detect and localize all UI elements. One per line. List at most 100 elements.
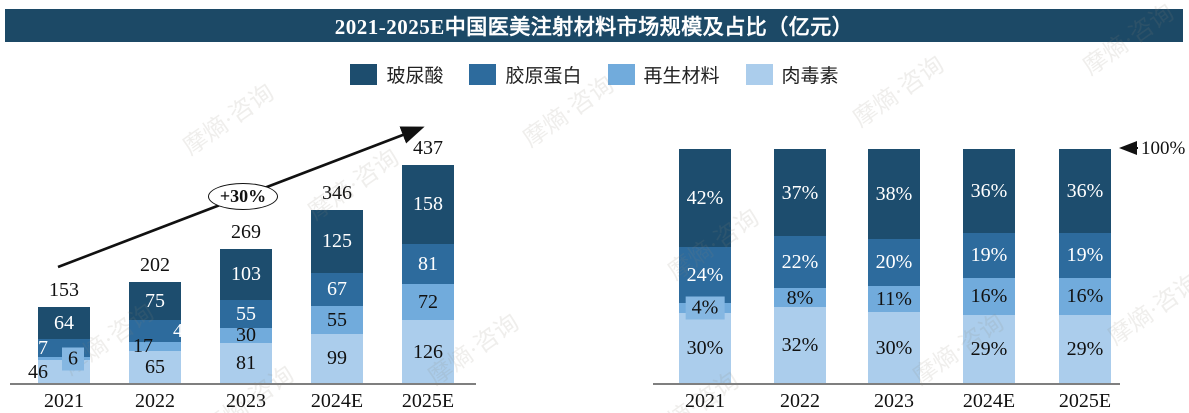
segment-玻尿酸-2023: 38% <box>868 149 920 239</box>
legend-swatch <box>350 63 378 85</box>
segment-玻尿酸-2024E: 36% <box>963 149 1015 234</box>
legend-item-0: 玻尿酸 <box>350 61 443 88</box>
axis-label: 2025E <box>401 390 455 412</box>
segment-label: 67 <box>327 278 347 301</box>
legend-item-3: 肉毒素 <box>745 61 839 88</box>
legend-label: 胶原蛋白 <box>505 65 582 87</box>
segment-label: 36% <box>1066 180 1104 203</box>
segment-label: 65 <box>145 355 165 378</box>
segment-胶原蛋白-2022: 22% <box>774 236 826 289</box>
axis-label: 2021 <box>685 390 725 412</box>
legend-swatch <box>469 63 497 85</box>
segment-label: 20% <box>875 251 913 274</box>
segment-label: 125 <box>322 230 352 253</box>
segment-肉毒素-2023: 30% <box>868 312 920 383</box>
segment-label: 19% <box>970 244 1008 267</box>
segment-再生材料-2022: 8% <box>774 286 826 309</box>
segment-label: 17 <box>133 335 153 358</box>
legend-swatch <box>745 63 773 85</box>
segment-肉毒素-2023: 81 <box>220 342 272 383</box>
segment-玻尿酸-2025E: 36% <box>1059 149 1111 234</box>
axis-label: 2024E <box>310 390 364 412</box>
segment-label: 30% <box>686 336 724 359</box>
axis-label: 2022 <box>135 390 175 412</box>
segment-再生材料-2023: 11% <box>868 286 920 313</box>
segment-肉毒素-2025E: 29% <box>1059 315 1111 383</box>
axis-label: 2023 <box>874 390 914 412</box>
segment-label: 158 <box>413 193 443 215</box>
segment-再生材料-2023: 30 <box>220 324 272 346</box>
legend-label: 再生材料 <box>643 65 720 87</box>
legend-label: 肉毒素 <box>781 65 839 87</box>
legend: 玻尿酸 胶原蛋白 再生材料 肉毒素 <box>0 61 1189 87</box>
segment-label: 16% <box>1066 285 1104 308</box>
bar-2024E: 36% 19% 16% 29% <box>963 149 1015 383</box>
segment-肉毒素-2022: 32% <box>774 307 826 383</box>
segment-再生材料-2022: 17 <box>129 336 181 356</box>
segment-label: 103 <box>231 263 261 286</box>
bar-2023: 38% 20% 11% 30% <box>868 149 920 383</box>
segment-肉毒素-2022: 65 <box>129 350 181 383</box>
legend-item-1: 胶原蛋白 <box>469 61 582 88</box>
segment-玻尿酸-2021: 42% <box>679 149 731 248</box>
segment-label: 99 <box>327 347 347 370</box>
segment-label: 45 <box>173 319 193 342</box>
segment-label: 29% <box>1066 338 1104 361</box>
chart-title: 2021-2025E中国医美注射材料市场规模及占比（亿元） <box>334 14 854 39</box>
segment-胶原蛋白-2024E: 19% <box>963 233 1015 278</box>
segment-label: 126 <box>413 340 443 363</box>
segment-胶原蛋白-2023: 55 <box>220 300 272 328</box>
segment-再生材料-2021: 6 <box>38 347 90 370</box>
segment-label: 81 <box>418 252 438 275</box>
segment-label: 29% <box>970 338 1008 361</box>
segment-label-callout: 4% <box>685 296 725 320</box>
segment-label: 38% <box>875 182 913 205</box>
segment-label: 75 <box>145 289 165 312</box>
segment-再生材料-2025E: 16% <box>1059 277 1111 316</box>
segment-label: 30 <box>236 324 256 346</box>
segment-再生材料-2024E: 16% <box>963 277 1015 316</box>
legend-label: 玻尿酸 <box>386 65 444 87</box>
segment-label: 16% <box>970 285 1008 308</box>
segment-label: 81 <box>236 351 256 374</box>
segment-再生材料-2021: 4% <box>679 296 731 320</box>
growth-rate-label: +30% <box>219 186 267 206</box>
segment-胶原蛋白-2024E: 67 <box>311 272 363 306</box>
segment-label: 42% <box>686 187 724 210</box>
axis-label: 2021 <box>44 390 84 412</box>
axis-label: 2025E <box>1058 390 1112 412</box>
segment-胶原蛋白-2022: 45 <box>129 319 193 342</box>
segment-玻尿酸-2021: 64 <box>38 306 90 339</box>
segment-肉毒素-2021: 30% <box>679 312 731 383</box>
legend-item-2: 再生材料 <box>607 61 720 88</box>
x-axis-line <box>10 383 476 385</box>
segment-label: 19% <box>1066 244 1104 267</box>
segment-再生材料-2024E: 55 <box>311 306 363 334</box>
segment-label: 24% <box>686 264 724 287</box>
segment-label: 46 <box>28 360 48 383</box>
segment-肉毒素-2025E: 126 <box>402 320 454 383</box>
segment-肉毒素-2024E: 99 <box>311 333 363 383</box>
segment-胶原蛋白-2021: 24% <box>679 247 731 304</box>
segment-label: 37 <box>28 336 48 359</box>
axis-label: 2023 <box>226 390 266 412</box>
segment-再生材料-2025E: 72 <box>402 284 454 320</box>
segment-label: 32% <box>781 334 819 357</box>
bar-2025E: 36% 19% 16% 29% <box>1059 149 1111 383</box>
bar-2021: 64 37 6 46 <box>28 306 90 383</box>
chart-title-banner: 2021-2025E中国医美注射材料市场规模及占比（亿元） <box>5 9 1183 42</box>
bar-2021: 42% 24% 4% 30% <box>679 149 731 383</box>
x-axis-line <box>653 383 1120 385</box>
segment-label: 11% <box>876 288 912 311</box>
segment-label: 8% <box>786 286 814 309</box>
legend-swatch <box>607 63 635 85</box>
segment-肉毒素-2024E: 29% <box>963 315 1015 383</box>
segment-玻尿酸-2022: 37% <box>774 149 826 237</box>
bar-2022: 75 45 17 65 <box>129 282 193 383</box>
segment-label: 55 <box>236 302 256 325</box>
segment-label: 30% <box>875 336 913 359</box>
segment-label: 37% <box>781 181 819 204</box>
growth-rate-annotation: +30% <box>208 183 278 210</box>
axis-label: 2024E <box>962 390 1016 412</box>
